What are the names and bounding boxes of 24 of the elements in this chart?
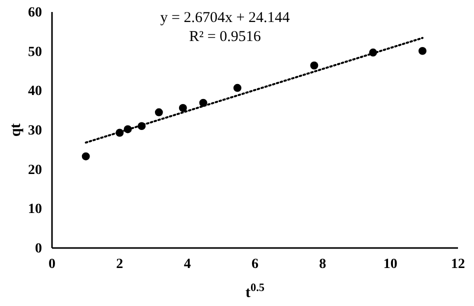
point: [233, 84, 242, 92]
x-tick-label: 10: [383, 256, 398, 272]
y-axis-title: qt: [8, 123, 24, 137]
y-tick-label: 60: [28, 5, 42, 20]
point: [82, 152, 90, 160]
y-tick-label: 0: [35, 241, 42, 256]
point: [154, 108, 163, 116]
annotation: R² = 0.9516: [189, 29, 262, 45]
x-tick-label: 12: [451, 256, 465, 272]
x-tick-label: 6: [252, 256, 258, 272]
annotation: y = 2.6704x + 24.144: [160, 10, 290, 26]
point: [418, 46, 426, 55]
x-axis-title: t$^{0.5}$: [245, 282, 265, 301]
y-tick-label: 10: [28, 202, 42, 218]
y-tick-label: 40: [28, 84, 42, 100]
x-tick-label: 4: [184, 256, 191, 272]
x-tick-label: 8: [319, 256, 326, 272]
point: [310, 62, 318, 70]
point: [178, 104, 187, 112]
y-tick-label: 20: [28, 162, 42, 178]
x-tick-label: 0: [48, 256, 56, 272]
y-tick-label: 30: [28, 123, 42, 138]
x-tick-label: 2: [116, 256, 124, 272]
y-tick-label: 50: [28, 44, 42, 60]
